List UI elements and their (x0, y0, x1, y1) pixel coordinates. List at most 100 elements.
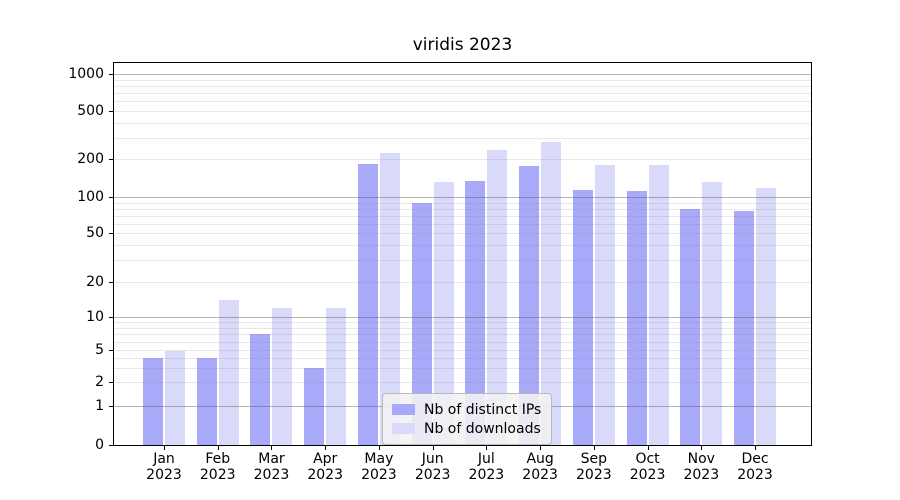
x-tick-mark (325, 446, 327, 450)
bar-sep-2023-downloads (594, 165, 615, 445)
bar-may-2023-ips (357, 163, 378, 445)
bar-nov-2023-downloads (702, 182, 723, 445)
legend-entry: Nb of downloads (392, 419, 541, 438)
minor-gridline (114, 368, 811, 370)
bar-mar-2023-ips (250, 334, 271, 445)
minor-gridline (114, 101, 811, 103)
x-tick-label: Apr 2023 (307, 451, 343, 483)
minor-gridline (114, 122, 811, 124)
minor-gridline (114, 223, 811, 225)
minor-gridline (114, 382, 811, 384)
bar-jan-2023-ips (143, 358, 163, 445)
y-tick-mark (109, 73, 113, 75)
minor-gridline (114, 92, 811, 94)
x-tick-mark (164, 446, 165, 450)
major-gridline (114, 73, 811, 75)
bar-dec-2023-downloads (756, 188, 777, 445)
minor-gridline (114, 137, 811, 139)
chart-title: viridis 2023 (412, 35, 513, 55)
y-tick-label: 100 (77, 189, 104, 206)
bar-jun-2023-downloads (433, 182, 454, 445)
y-tick-mark (109, 406, 113, 408)
minor-gridline (114, 281, 811, 283)
minor-gridline (114, 350, 811, 352)
minor-gridline (114, 159, 811, 161)
major-gridline (114, 316, 811, 318)
y-tick-label: 20 (86, 273, 104, 290)
y-tick-mark (109, 233, 113, 235)
x-tick-label: Sep 2023 (576, 451, 612, 483)
bar-dec-2023-ips (734, 211, 755, 445)
bar-jul-2023-downloads (487, 149, 508, 445)
minor-gridline (114, 233, 811, 235)
x-tick-label: Oct 2023 (629, 451, 666, 483)
x-tick-label: Dec 2023 (737, 451, 773, 483)
minor-gridline (114, 110, 811, 112)
y-tick-label: 0 (95, 437, 104, 453)
bar-oct-2023-downloads (648, 165, 669, 445)
minor-gridline (114, 244, 811, 246)
bar-feb-2023-ips (196, 358, 217, 445)
plot-area: Nb of distinct IPs Nb of downloads (113, 62, 812, 446)
y-tick-mark (109, 382, 113, 384)
y-tick-mark (109, 281, 113, 283)
y-tick-label: 1 (95, 398, 104, 415)
y-tick-label: 1000 (68, 65, 104, 82)
y-tick-label: 200 (77, 151, 104, 168)
bar-oct-2023-ips (626, 191, 647, 445)
bar-feb-2023-downloads (218, 299, 239, 445)
y-tick-label: 10 (86, 308, 104, 325)
minor-gridline (114, 321, 811, 323)
minor-gridline (114, 79, 811, 81)
x-tick-mark (486, 446, 488, 450)
x-tick-mark (378, 446, 380, 450)
legend-label: Nb of downloads (424, 420, 541, 437)
x-tick-mark (271, 446, 273, 450)
y-tick-mark (109, 350, 113, 352)
grid-layer (114, 63, 811, 445)
legend-entry: Nb of distinct IPs (392, 400, 541, 419)
bar-apr-2023-downloads (326, 307, 347, 445)
y-tick-mark (109, 110, 113, 112)
x-tick-label: Feb 2023 (199, 451, 236, 483)
x-tick-mark (593, 446, 595, 450)
bar-nov-2023-ips (680, 208, 701, 445)
y-tick-mark (109, 445, 113, 446)
y-tick-mark (109, 159, 113, 161)
major-gridline (114, 197, 811, 199)
x-tick-mark (701, 446, 703, 450)
minor-gridline (114, 334, 811, 336)
y-tick-label: 5 (95, 342, 104, 359)
y-tick-mark (109, 316, 113, 318)
x-tick-mark (540, 446, 542, 450)
x-tick-mark (432, 446, 434, 450)
x-tick-label: Jun 2023 (414, 451, 451, 483)
bar-apr-2023-ips (304, 368, 325, 445)
minor-gridline (114, 215, 811, 217)
legend-swatch-icon (392, 404, 415, 415)
bar-jun-2023-ips (411, 202, 432, 445)
minor-gridline (114, 260, 811, 262)
x-tick-label: Nov 2023 (683, 451, 720, 483)
y-tick-mark (109, 197, 113, 199)
y-tick-label: 500 (77, 102, 104, 119)
bar-sep-2023-ips (572, 189, 593, 445)
bar-aug-2023-ips (519, 166, 540, 445)
x-tick-mark (217, 446, 219, 450)
x-tick-label: Mar 2023 (253, 451, 290, 483)
bar-mar-2023-downloads (272, 307, 293, 445)
bars-layer (114, 63, 811, 445)
y-tick-label: 2 (95, 374, 104, 391)
legend-label: Nb of distinct IPs (424, 401, 542, 418)
x-tick-mark (755, 446, 757, 450)
x-tick-mark (647, 446, 649, 450)
legend: Nb of distinct IPs Nb of downloads (382, 393, 553, 445)
x-tick-label: Aug 2023 (522, 451, 558, 483)
minor-gridline (114, 202, 811, 204)
bar-aug-2023-downloads (541, 141, 562, 445)
legend-swatch-icon (392, 423, 415, 434)
bar-may-2023-downloads (379, 153, 400, 445)
minor-gridline (114, 85, 811, 87)
x-tick-label: May 2023 (361, 451, 397, 483)
